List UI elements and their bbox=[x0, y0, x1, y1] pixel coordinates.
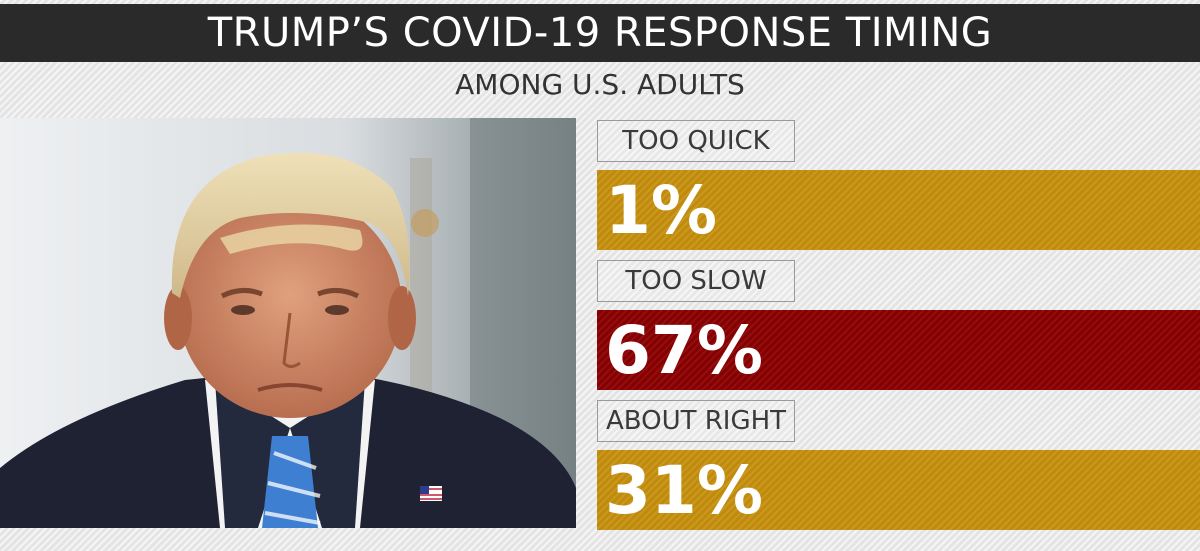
category-label: TOO SLOW bbox=[597, 260, 795, 302]
bar-value-label: 67% bbox=[605, 312, 763, 389]
bar: 31% bbox=[597, 450, 1200, 530]
bar-value-label: 31% bbox=[605, 452, 763, 529]
title-bar: TRUMP’S COVID-19 RESPONSE TIMING bbox=[0, 4, 1200, 62]
chart-subtitle: AMONG U.S. ADULTS bbox=[455, 67, 745, 101]
portrait-photo bbox=[0, 118, 576, 528]
category-label: ABOUT RIGHT bbox=[597, 400, 795, 442]
chart-title: TRUMP’S COVID-19 RESPONSE TIMING bbox=[207, 10, 993, 56]
bar-value-label: 1% bbox=[605, 172, 718, 249]
category-label: TOO QUICK bbox=[597, 120, 795, 162]
bar: 1% bbox=[597, 170, 1200, 250]
bar: 67% bbox=[597, 310, 1200, 390]
